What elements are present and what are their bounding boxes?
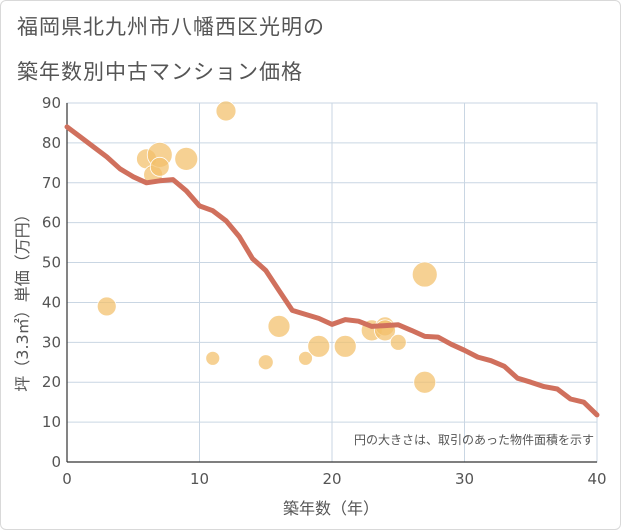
trend-line <box>64 124 600 418</box>
data-bubble <box>389 333 407 351</box>
x-tick-label: 20 <box>322 470 341 488</box>
x-tick-label: 0 <box>62 470 72 488</box>
y-tick-label: 30 <box>42 333 61 351</box>
y-tick-label: 60 <box>42 214 61 232</box>
data-bubble <box>333 334 357 358</box>
data-bubble <box>205 350 221 366</box>
x-tick-label: 10 <box>190 470 209 488</box>
data-bubble <box>267 314 291 338</box>
y-tick-label: 10 <box>42 413 61 431</box>
x-tick-label: 30 <box>455 470 474 488</box>
data-bubble <box>215 100 237 122</box>
data-bubble <box>174 146 199 171</box>
chart-title-line-2: 築年数別中古マンション価格 <box>17 60 303 84</box>
data-bubble <box>96 296 117 317</box>
y-tick-label: 90 <box>42 94 61 112</box>
y-tick-label: 20 <box>42 373 61 391</box>
data-bubble <box>307 334 331 358</box>
y-tick-label: 50 <box>42 254 61 272</box>
y-tick-label: 0 <box>51 453 61 471</box>
y-axis-label: 坪（3.3㎡）単価（万円） <box>13 206 32 391</box>
x-tick-label: 40 <box>587 470 606 488</box>
data-bubble <box>257 354 274 371</box>
y-tick-label: 40 <box>42 293 61 311</box>
data-bubble <box>149 156 170 177</box>
bubble-size-note: 円の大きさは、取引のあった物件面積を示す <box>354 432 594 447</box>
data-bubble <box>413 370 437 394</box>
y-tick-label: 70 <box>42 174 61 192</box>
y-tick-label: 80 <box>42 134 61 152</box>
data-bubble <box>298 350 313 366</box>
x-axis-label: 築年数（年） <box>283 499 379 518</box>
data-bubble <box>411 261 438 288</box>
chart-title-line-1: 福岡県北九州市八幡西区光明の <box>17 15 325 39</box>
